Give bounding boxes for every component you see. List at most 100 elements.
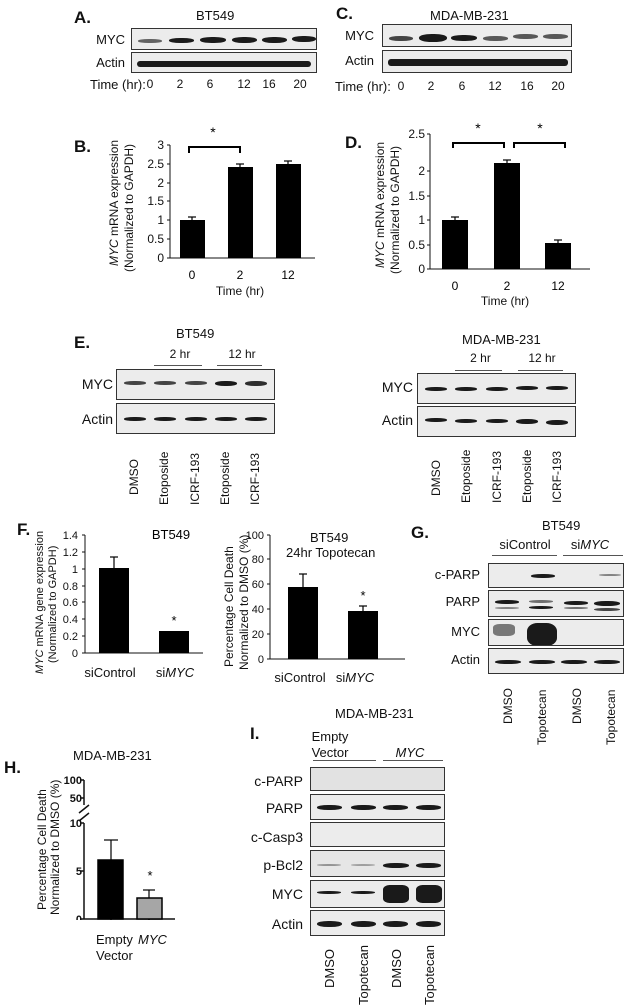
svg-text:0.5: 0.5: [408, 238, 425, 252]
group-bracket: [383, 760, 443, 761]
y-axis-label: MYC mRNA gene expression: [34, 530, 46, 674]
panel-i-title: MDA-MB-231: [335, 706, 414, 721]
svg-text:1: 1: [157, 213, 164, 227]
panel-label-i: I.: [250, 724, 260, 743]
panel-g-title: BT549: [542, 518, 581, 533]
group-label: 2 hr: [470, 351, 491, 365]
svg-text:20: 20: [252, 629, 264, 641]
blot-row-label: p-Bcl2: [263, 857, 303, 873]
time-tick: 12: [237, 77, 251, 91]
blot-i-pbcl2: [310, 850, 445, 877]
y-axis-label: Percentage Cell Death: [222, 546, 236, 667]
group-bracket: [313, 760, 376, 761]
svg-text:*: *: [171, 613, 176, 628]
blot-g-cparp: [488, 563, 624, 588]
svg-text:5: 5: [76, 866, 82, 878]
blot-e-right-actin: [417, 406, 576, 437]
lane-label: DMSO: [570, 688, 584, 724]
svg-text:*: *: [360, 588, 365, 603]
blot-i-cparp: [310, 767, 445, 791]
lane-label: DMSO: [127, 459, 141, 495]
y-axis-label: Percentage Cell Death: [35, 789, 49, 910]
group-label: 12 hr: [528, 351, 556, 365]
blot-row-label: Actin: [345, 53, 374, 68]
group-label: Empty: [311, 729, 349, 744]
lane-label: ICRF-193: [490, 450, 504, 503]
lane-label: Etoposide: [459, 449, 473, 503]
blot-row-label: Actin: [451, 652, 480, 667]
blot-g-actin: [488, 648, 624, 674]
svg-text:100: 100: [64, 775, 82, 787]
blot-row-label: c-Casp3: [250, 829, 303, 845]
lane-label: DMSO: [501, 688, 515, 724]
chart-title: 24hr Topotecan: [286, 545, 376, 560]
lane-label: Etoposide: [157, 451, 171, 505]
lane-label: ICRF-193: [248, 452, 262, 505]
svg-text:2: 2: [418, 164, 425, 178]
time-tick: 0: [146, 77, 154, 91]
lane-label: Topotecan: [422, 945, 437, 1005]
chart-b: 3 2.5 2 1.5 1 0.5 0 * 0 2 12: [147, 124, 315, 282]
group-bracket: [492, 555, 557, 556]
time-tick: 16: [520, 79, 534, 93]
group-label: Vector: [311, 745, 349, 760]
svg-text:1: 1: [72, 564, 78, 576]
svg-text:0: 0: [189, 268, 196, 282]
blot-g-myc: [488, 619, 624, 646]
blot-row-label: PARP: [265, 800, 303, 816]
blot-c-actin: [382, 50, 572, 73]
svg-text:12: 12: [281, 268, 295, 282]
blot-row-label: MYC: [451, 624, 480, 639]
x-tick-label: siMYC: [335, 670, 375, 685]
chart-f-right: 100 80 60 40 20 0 *: [246, 530, 405, 665]
group-label: siControl: [499, 537, 551, 552]
blot-row-label: Actin: [96, 55, 125, 70]
group-bracket: [217, 365, 262, 366]
svg-text:BT549: BT549: [152, 530, 190, 542]
blot-row-label: MYC: [345, 28, 374, 43]
svg-text:1.2: 1.2: [63, 547, 78, 559]
svg-text:10: 10: [70, 818, 82, 830]
x-tick-label: Vector: [96, 948, 133, 963]
blot-i-myc: [310, 880, 445, 908]
panel-label-d: D.: [345, 133, 362, 152]
group-bracket: [518, 370, 563, 371]
panel-h-title: MDA-MB-231: [73, 748, 152, 763]
group-label: 2 hr: [169, 347, 191, 361]
svg-text:0.8: 0.8: [63, 581, 78, 593]
blot-a-actin: [131, 52, 317, 73]
group-label: siMYC: [570, 537, 610, 552]
lane-label: Topotecan: [356, 945, 371, 1005]
x-axis-label: Time (hr): [480, 294, 530, 308]
x-tick-label: siControl: [274, 670, 326, 685]
svg-text:40: 40: [252, 604, 264, 616]
panel-label-c: C.: [336, 4, 353, 23]
blot-row-label: PARP: [445, 594, 480, 609]
svg-text:*: *: [475, 120, 481, 136]
lane-label: ICRF-193: [188, 452, 202, 505]
x-tick-label: siMYC: [155, 665, 195, 680]
svg-text:*: *: [210, 124, 216, 140]
panel-e-left-title: BT549: [176, 326, 215, 341]
blot-i-ccasp3: [310, 822, 445, 847]
blot-e-right-myc: [417, 373, 576, 404]
panel-c-title: MDA-MB-231: [430, 8, 509, 23]
svg-text:*: *: [147, 868, 152, 883]
time-tick: 2: [427, 79, 435, 93]
svg-text:0.4: 0.4: [63, 614, 78, 626]
y-axis-label: MYC mRNA expression: [107, 139, 121, 266]
group-bracket: [154, 365, 202, 366]
svg-text:60: 60: [252, 579, 264, 591]
svg-text:1.4: 1.4: [63, 530, 78, 542]
panel-label-g: G.: [411, 523, 429, 542]
svg-text:0.6: 0.6: [63, 597, 78, 609]
blot-row-label: Actin: [271, 916, 303, 932]
lane-label: Etoposide: [218, 451, 232, 505]
time-tick: 2: [176, 77, 184, 91]
svg-text:80: 80: [252, 554, 264, 566]
svg-text:2: 2: [504, 279, 511, 293]
lane-label: Topotecan: [535, 689, 549, 745]
svg-text:2.5: 2.5: [408, 127, 425, 141]
group-bracket: [563, 555, 623, 556]
